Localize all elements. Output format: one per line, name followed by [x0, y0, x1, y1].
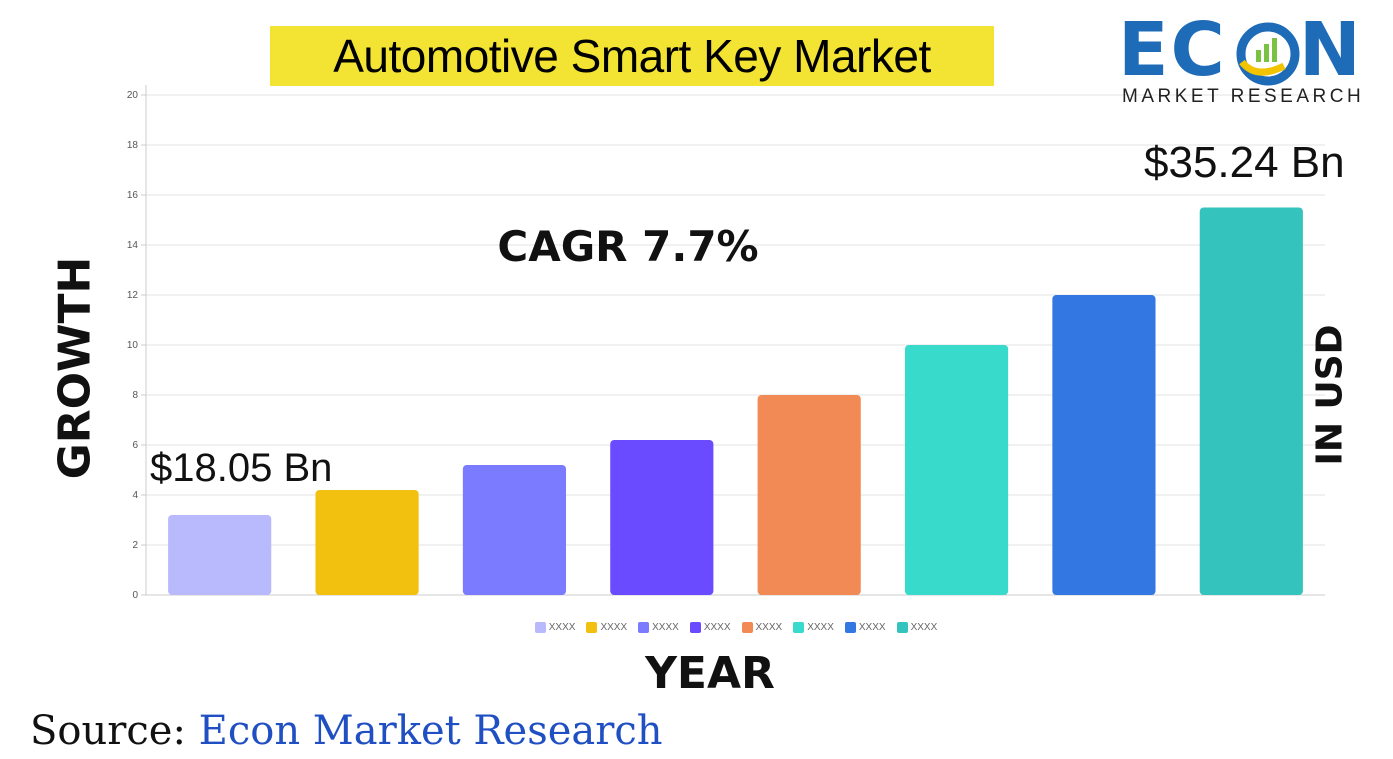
chart-legend: XXXX XXXX XXXX XXXX XXXX XXXX XXXX XXXX: [0, 622, 1393, 633]
legend-label: XXXX: [600, 622, 628, 633]
bar: [462, 465, 567, 595]
source-line: Source: Econ Market Research: [30, 708, 663, 754]
y-tick-label: 10: [127, 340, 139, 351]
y-tick-label: 0: [132, 590, 138, 601]
legend-item[interactable]: XXXX: [844, 622, 886, 633]
legend-item[interactable]: XXXX: [896, 622, 938, 633]
legend-label: XXXX: [858, 622, 886, 633]
y-tick-label: 6: [132, 440, 138, 451]
y-tick-label: 18: [127, 140, 139, 151]
start-value-annotation: $18.05 Bn: [150, 446, 333, 490]
y-axis-right-title: IN USD: [1309, 324, 1351, 466]
legend-item[interactable]: XXXX: [793, 622, 834, 633]
legend-item[interactable]: XXXX: [741, 622, 783, 633]
y-tick-label: 12: [127, 290, 139, 301]
legend-label: XXXX: [807, 622, 834, 633]
legend-swatch: [741, 622, 753, 633]
title-highlight: [270, 26, 994, 86]
cagr-annotation: CAGR 7.7%: [497, 222, 759, 271]
logo-wordmark: EC N: [1118, 10, 1363, 90]
y-tick-label: 2: [132, 540, 138, 551]
x-axis-title: YEAR: [645, 648, 775, 699]
legend-label: XXXX: [755, 622, 783, 633]
bar: [610, 440, 714, 595]
end-value-annotation: $35.24 Bn: [1144, 138, 1345, 187]
legend-swatch: [793, 622, 805, 633]
legend-swatch: [534, 622, 546, 633]
bar: [315, 490, 419, 595]
y-tick-label: 16: [127, 190, 139, 201]
legend-item[interactable]: XXXX: [534, 622, 576, 633]
source-name: Econ Market Research: [198, 708, 663, 754]
legend-label: XXXX: [910, 622, 938, 633]
legend-item[interactable]: XXXX: [638, 622, 679, 633]
bar: [1199, 207, 1303, 595]
legend-swatch: [896, 622, 908, 633]
legend-item[interactable]: XXXX: [586, 622, 627, 633]
legend-swatch: [586, 622, 598, 633]
legend-swatch: [844, 622, 856, 633]
y-axis-title: GROWTH: [49, 256, 101, 480]
legend-swatch: [638, 622, 650, 633]
bar: [168, 515, 272, 595]
legend-label: XXXX: [703, 622, 731, 633]
logo-word-left: EC: [1118, 7, 1227, 93]
source-label: Source:: [30, 708, 186, 754]
y-tick-label: 4: [132, 490, 138, 501]
chart-title: Automotive Smart Key Market: [333, 30, 931, 82]
logo-growth-icon: [1236, 22, 1300, 86]
y-tick-label: 14: [127, 240, 139, 251]
bar: [1052, 295, 1156, 595]
logo-word-right: N: [1298, 7, 1363, 93]
y-tick-label: 8: [132, 390, 138, 401]
econ-logo: EC N MARKET RESEARCH: [1118, 10, 1378, 110]
bar: [904, 345, 1009, 595]
y-tick-label: 20: [127, 90, 139, 101]
legend-item[interactable]: XXXX: [689, 622, 731, 633]
legend-label: XXXX: [548, 622, 576, 633]
legend-swatch: [689, 622, 701, 633]
bar: [757, 395, 861, 595]
logo-subtitle: MARKET RESEARCH: [1122, 86, 1365, 107]
legend-label: XXXX: [652, 622, 679, 633]
